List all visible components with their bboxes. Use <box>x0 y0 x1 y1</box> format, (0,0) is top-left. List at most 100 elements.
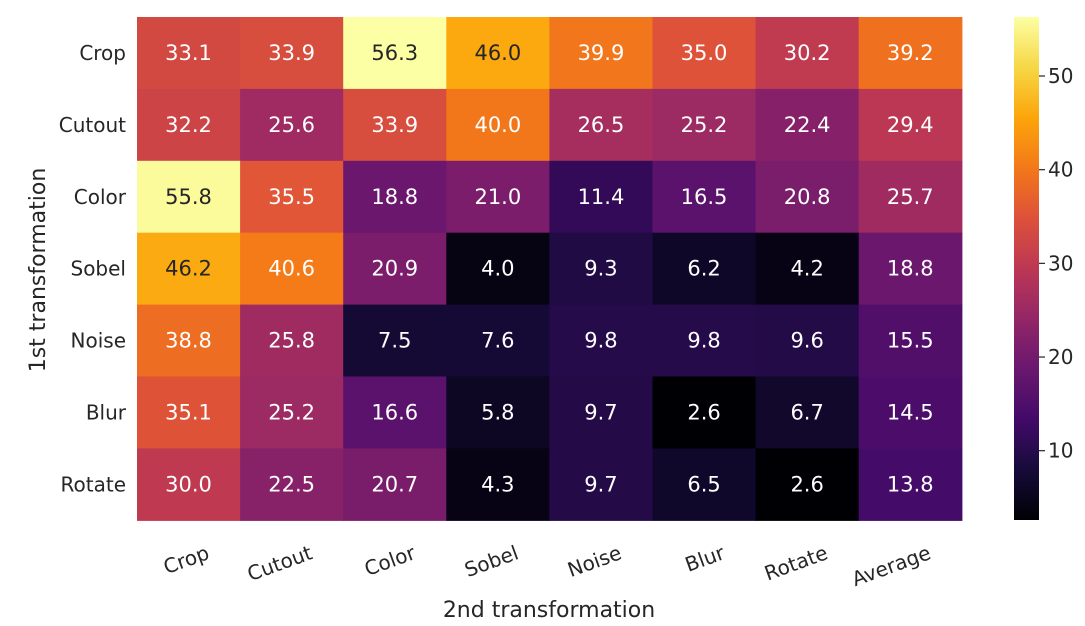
y-tick-label: Noise <box>71 329 126 353</box>
heatmap-cell <box>137 160 241 234</box>
heatmap-cell <box>446 232 550 306</box>
y-tick-label: Color <box>74 185 127 209</box>
heatmap-cell <box>446 17 550 90</box>
x-tick-label: Noise <box>564 540 624 582</box>
heatmap-cell <box>755 376 860 449</box>
y-tick-label: Rotate <box>61 472 126 496</box>
heatmap-cell <box>549 448 654 521</box>
heatmap-cell-value: 22.4 <box>784 113 831 137</box>
colorbar <box>1014 17 1039 520</box>
heatmap-cell <box>549 88 654 162</box>
heatmap-cell-value: 40.0 <box>474 113 521 137</box>
heatmap-cell-value: 13.8 <box>887 472 934 496</box>
heatmap-cell-value: 9.7 <box>584 400 617 424</box>
x-tick-label: Color <box>361 540 419 581</box>
heatmap-cell-value: 6.5 <box>687 472 720 496</box>
colorbar-tick-label: 20 <box>1048 345 1073 369</box>
heatmap-cell-value: 9.6 <box>790 329 823 353</box>
heatmap-cell <box>549 376 654 449</box>
heatmap-cell <box>240 160 344 234</box>
heatmap-cell <box>755 17 860 90</box>
heatmap-cell <box>240 448 344 521</box>
x-tick-label: Crop <box>160 540 212 579</box>
colorbar-tick-label: 30 <box>1048 251 1073 275</box>
heatmap-cell <box>652 160 757 234</box>
heatmap-cell-value: 18.8 <box>371 185 418 209</box>
heatmap-cell-value: 29.4 <box>887 113 934 137</box>
heatmap-cell-value: 11.4 <box>578 185 625 209</box>
heatmap-cell-value: 6.7 <box>790 400 823 424</box>
heatmap-cell <box>858 376 963 449</box>
heatmap-cell <box>446 304 550 378</box>
x-axis-label: 2nd transformation <box>443 598 655 623</box>
heatmap-cell-value: 9.3 <box>584 257 617 281</box>
heatmap-cell-value: 25.7 <box>887 185 934 209</box>
heatmap-cell-value: 20.7 <box>371 472 418 496</box>
heatmap-cell <box>343 376 447 449</box>
heatmap-cell <box>240 88 344 162</box>
heatmap-cell-value: 2.6 <box>790 472 823 496</box>
heatmap-cell <box>446 448 550 521</box>
heatmap-cell-value: 21.0 <box>474 185 521 209</box>
heatmap-cell-value: 7.6 <box>481 329 514 353</box>
heatmap-cell-value: 25.6 <box>268 113 315 137</box>
heatmap-cell <box>343 88 447 162</box>
heatmap-cell <box>343 160 447 234</box>
heatmap-cell-value: 4.0 <box>481 257 514 281</box>
heatmap-cell <box>343 448 447 521</box>
x-tick-label: Sobel <box>461 540 521 582</box>
heatmap-cell <box>137 304 241 378</box>
heatmap-cell <box>549 17 654 90</box>
x-tick-label: Average <box>849 540 934 591</box>
heatmap-cell-value: 38.8 <box>165 329 212 353</box>
heatmap-cell-value: 25.8 <box>268 329 315 353</box>
heatmap-cell <box>549 160 654 234</box>
heatmap-cell <box>549 232 654 306</box>
heatmap-cell <box>755 160 860 234</box>
heatmap-cell <box>858 232 963 306</box>
heatmap-cell <box>755 304 860 378</box>
heatmap-cell-value: 22.5 <box>268 472 315 496</box>
heatmap-cell-value: 16.5 <box>681 185 728 209</box>
heatmap-cell <box>137 376 241 449</box>
heatmap-cell-value: 7.5 <box>378 329 411 353</box>
heatmap-cell-value: 16.6 <box>371 400 418 424</box>
heatmap-cell-value: 39.9 <box>578 41 625 65</box>
heatmap-cell-value: 35.0 <box>681 41 728 65</box>
heatmap-cell-value: 20.8 <box>784 185 831 209</box>
heatmap-cell <box>652 304 757 378</box>
heatmap-cell <box>343 17 447 90</box>
heatmap-cell <box>652 376 757 449</box>
heatmap-cell <box>137 88 241 162</box>
heatmap-cell-labels: 33.1 33.9 56.3 46.0 39.9 35.0 30.2 39.2 32.2 25.6… <box>165 41 933 496</box>
heatmap-cell-value: 14.5 <box>887 400 934 424</box>
heatmap-cell-value: 33.9 <box>268 41 315 65</box>
heatmap-cells <box>137 17 963 521</box>
heatmap-cell <box>755 448 860 521</box>
heatmap-cell-value: 33.1 <box>165 41 212 65</box>
heatmap-cell <box>240 17 344 90</box>
heatmap-cell-value: 55.8 <box>165 185 212 209</box>
heatmap-cell <box>137 232 241 306</box>
heatmap-cell <box>652 232 757 306</box>
heatmap-cell <box>446 88 550 162</box>
heatmap-cell-value: 39.2 <box>887 41 934 65</box>
heatmap-cell-value: 2.6 <box>687 400 720 424</box>
x-tick-label: Blur <box>682 540 729 577</box>
heatmap-cell-value: 6.2 <box>687 257 720 281</box>
heatmap-cell <box>652 448 757 521</box>
x-tick-label: Cutout <box>244 540 316 586</box>
x-tick-label: Rotate <box>761 540 831 585</box>
heatmap-cell <box>240 304 344 378</box>
heatmap-cell <box>137 448 241 521</box>
heatmap-cell-value: 30.2 <box>784 41 831 65</box>
heatmap-cell <box>858 88 963 162</box>
heatmap-cell <box>446 376 550 449</box>
colorbar-ticks: 10 20 30 40 50 <box>1039 64 1073 463</box>
colorbar-tick-label: 50 <box>1048 64 1073 88</box>
heatmap-cell-value: 32.2 <box>165 113 212 137</box>
heatmap-cell <box>652 17 757 90</box>
heatmap-cell-value: 9.7 <box>584 472 617 496</box>
heatmap-cell <box>652 88 757 162</box>
